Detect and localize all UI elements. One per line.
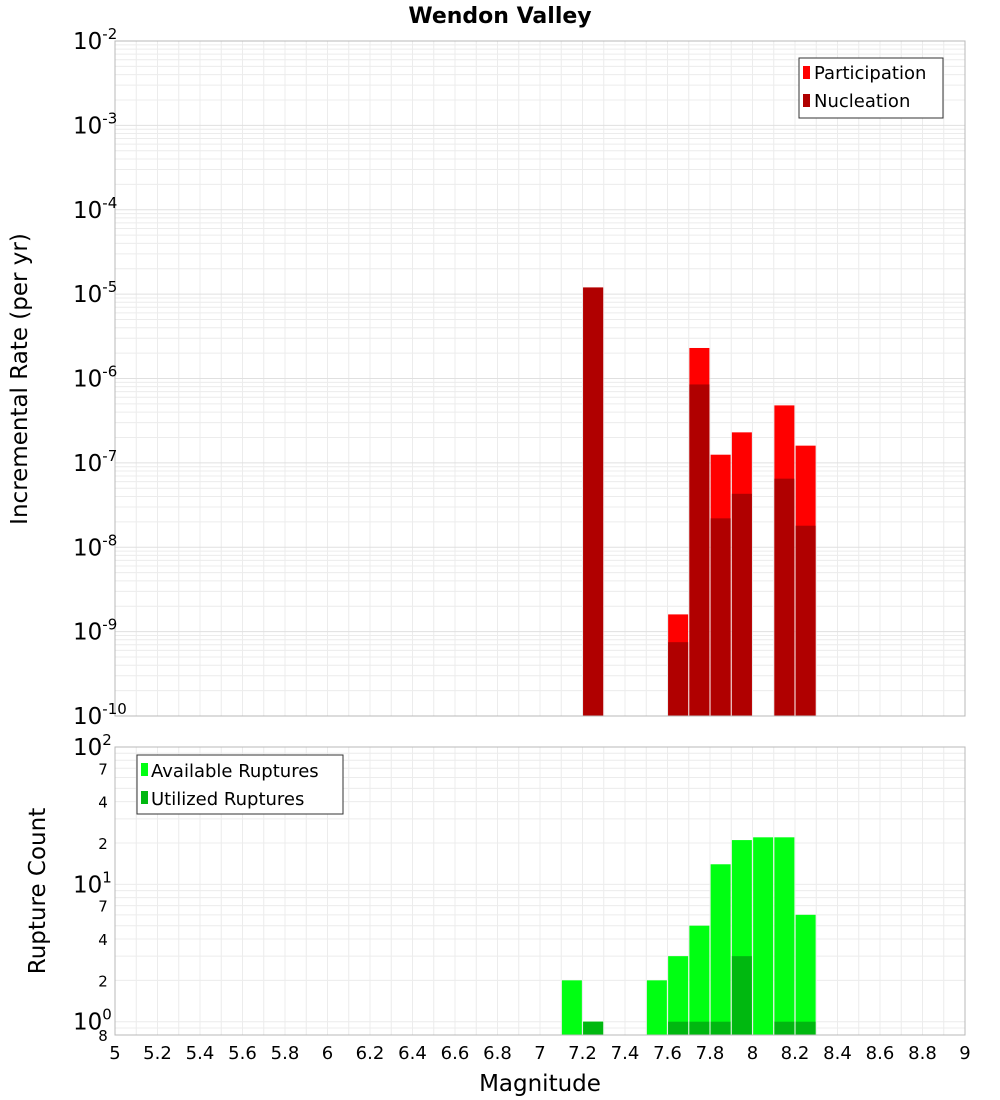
count-y-axis-label: Rupture Count (25, 808, 51, 974)
chart-title: Wendon Valley (408, 4, 591, 29)
rate-y-ticks: 10-10 10-9 10-8 10-7 10-6 10-5 10-4 10-3 10-2 (73, 25, 127, 730)
rate-plot-frame (114, 40, 966, 717)
utilized-ruptures-bar (668, 1021, 689, 1035)
rate-y-axis-label: Incremental Rate (per yr) (7, 233, 33, 525)
x-tick-label: 5.2 (143, 1043, 172, 1064)
count-bars (561, 837, 816, 1035)
x-axis-label: Magnitude (479, 1071, 601, 1097)
rate-legend: Participation Nucleation (798, 57, 944, 119)
nucleation-bar (795, 525, 816, 716)
x-tick-label: 7.2 (568, 1043, 597, 1064)
nucleation-bar (689, 384, 710, 716)
rate-y-tick-label: 10-10 (73, 700, 127, 730)
count-y-tick-label: 101 (73, 868, 112, 898)
utilized-ruptures-bar (795, 1021, 816, 1035)
x-tick-label: 7.4 (611, 1043, 640, 1064)
available-ruptures-bar (561, 980, 582, 1035)
rate-y-tick-label: 10-3 (73, 109, 117, 139)
legend-swatch-participation (803, 66, 810, 79)
x-tick-label: 6.4 (398, 1043, 427, 1064)
count-legend: Available Ruptures Utilized Ruptures (136, 754, 344, 815)
count-x-ticks: 5 5.2 5.4 5.6 5.8 6 6.2 6.4 6.6 6.8 7 7.2 7.4 7.6 7.8 8… (109, 1043, 970, 1064)
count-y-tick-label: 102 (73, 731, 112, 761)
x-tick-label: 5 (109, 1043, 120, 1064)
x-tick-label: 5.8 (271, 1043, 300, 1064)
available-ruptures-bar (689, 925, 710, 1035)
count-y-minor-tick-label: 2 (98, 972, 108, 990)
utilized-ruptures-bar (710, 1021, 731, 1035)
legend-label-available-ruptures: Available Ruptures (151, 761, 319, 782)
nucleation-bar (710, 518, 731, 716)
count-y-tick-label: 100 (73, 1006, 112, 1036)
count-y-ticks: 100 101 102 8 2 4 7 2 4 7 (73, 731, 112, 1045)
utilized-ruptures-bar (731, 956, 752, 1035)
available-ruptures-bar (668, 956, 689, 1035)
rate-panel: 10-10 10-9 10-8 10-7 10-6 10-5 10-4 10-3 10-2 In… (7, 25, 966, 730)
count-y-minor-tick-label: 8 (98, 1027, 108, 1045)
count-y-minor-tick-label: 2 (98, 835, 108, 853)
nucleation-bar (774, 478, 795, 716)
x-tick-label: 8 (747, 1043, 758, 1064)
count-panel: 100 101 102 8 2 4 7 2 4 7 5 5.2 5.4 5.6 5.8 6 6.2 6.4 6.6… (25, 731, 971, 1097)
rate-y-tick-label: 10-5 (73, 278, 117, 308)
count-y-minor-tick-label: 4 (98, 931, 108, 949)
rate-bars (583, 287, 816, 716)
x-tick-label: 6.8 (483, 1043, 512, 1064)
nucleation-bar (668, 642, 689, 716)
x-tick-label: 8.4 (823, 1043, 852, 1064)
x-tick-label: 6 (322, 1043, 333, 1064)
available-ruptures-bar (710, 864, 731, 1035)
count-y-minor-tick-label: 7 (98, 760, 108, 778)
x-tick-label: 8.8 (908, 1043, 937, 1064)
available-ruptures-bar (795, 914, 816, 1035)
utilized-ruptures-bar (774, 1021, 795, 1035)
count-plot-frame (114, 746, 966, 1036)
rate-y-tick-label: 10-4 (73, 194, 117, 224)
x-tick-label: 5.4 (186, 1043, 215, 1064)
utilized-ruptures-bar (689, 1021, 710, 1035)
available-ruptures-bar (774, 837, 795, 1035)
legend-swatch-available-ruptures (141, 763, 148, 776)
rate-y-tick-label: 10-9 (73, 616, 117, 646)
x-tick-label: 9 (959, 1043, 970, 1064)
x-tick-label: 5.6 (228, 1043, 257, 1064)
nucleation-bar (583, 287, 604, 716)
x-tick-label: 8.2 (781, 1043, 810, 1064)
x-tick-label: 8.6 (866, 1043, 895, 1064)
x-tick-label: 7.8 (696, 1043, 725, 1064)
legend-label-participation: Participation (814, 63, 926, 84)
available-ruptures-bar (646, 980, 667, 1035)
legend-swatch-nucleation (803, 94, 810, 107)
rate-y-tick-label: 10-2 (73, 25, 117, 55)
legend-label-nucleation: Nucleation (814, 91, 910, 112)
x-tick-label: 7 (534, 1043, 545, 1064)
rate-y-tick-label: 10-8 (73, 531, 117, 561)
rate-grid (115, 41, 965, 717)
count-legend-box (136, 754, 344, 815)
legend-label-utilized-ruptures: Utilized Ruptures (151, 789, 304, 810)
count-y-minor-tick-label: 4 (98, 794, 108, 812)
rate-y-tick-label: 10-7 (73, 447, 117, 477)
x-tick-label: 6.6 (441, 1043, 470, 1064)
x-tick-label: 6.2 (356, 1043, 385, 1064)
count-y-minor-tick-label: 7 (98, 898, 108, 916)
rate-legend-box (798, 57, 944, 119)
legend-swatch-utilized-ruptures (141, 791, 148, 804)
nucleation-bar (731, 493, 752, 716)
rate-y-tick-label: 10-6 (73, 363, 117, 393)
x-tick-label: 7.6 (653, 1043, 682, 1064)
available-ruptures-bar (753, 837, 774, 1035)
utilized-ruptures-bar (583, 1021, 604, 1035)
